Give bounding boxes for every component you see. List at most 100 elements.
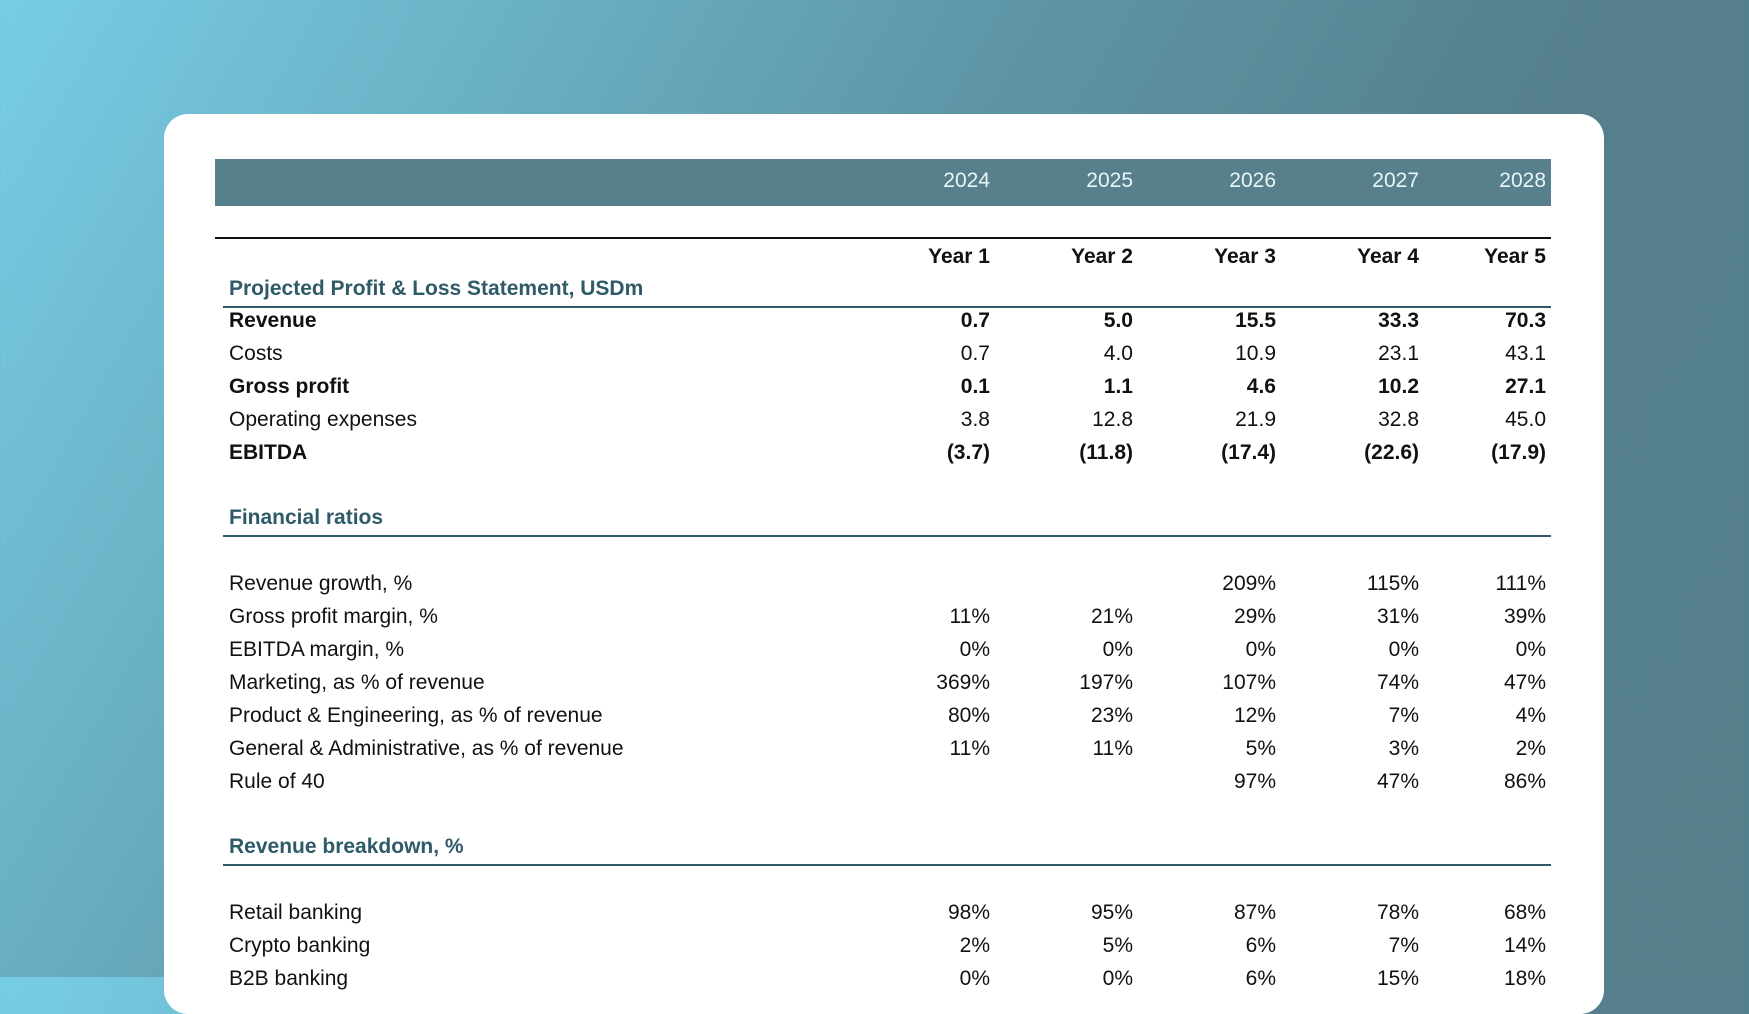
row-label: Operating expenses [229, 408, 417, 431]
cell: 45.0 [1505, 408, 1546, 431]
cell: 12.8 [1092, 408, 1133, 431]
cell: 7% [1388, 704, 1419, 727]
cell: 6% [1245, 934, 1276, 957]
cell: 15.5 [1235, 309, 1276, 332]
statement-card: 2024 2025 2026 2027 2028 Year 1 Year 2 Y… [164, 114, 1604, 1014]
cell: 14% [1503, 934, 1546, 957]
cell: 29% [1233, 605, 1276, 628]
cell: 6% [1245, 967, 1276, 990]
cell: 74% [1376, 671, 1419, 694]
cell: 10.2 [1378, 375, 1419, 398]
table-row: Revenue growth, % 209% 115% 111% [215, 572, 1551, 602]
cell: 1.1 [1103, 375, 1133, 398]
cell: 5.0 [1103, 309, 1133, 332]
breakdown-section-rule [223, 864, 1551, 866]
cell: 3.8 [960, 408, 990, 431]
cell: 18% [1503, 967, 1546, 990]
cell: 107% [1222, 671, 1276, 694]
period-4: Year 4 [1357, 245, 1419, 268]
cell: 0% [959, 967, 990, 990]
year-2026: 2026 [1229, 169, 1276, 192]
cell: (22.6) [1364, 441, 1419, 464]
ratios-section-title: Financial ratios [229, 506, 384, 529]
cell: 4.0 [1103, 342, 1133, 365]
cell: 15% [1376, 967, 1419, 990]
cell: (17.4) [1221, 441, 1276, 464]
cell: 39% [1503, 605, 1546, 628]
cell: 47% [1503, 671, 1546, 694]
row-label: Revenue [229, 309, 317, 332]
year-2028: 2028 [1499, 169, 1546, 192]
cell: (17.9) [1491, 441, 1546, 464]
cell: 4.6 [1246, 375, 1276, 398]
cell: 0% [1102, 967, 1133, 990]
year-header-row: 2024 2025 2026 2027 2028 [215, 159, 1551, 206]
cell: 11% [949, 605, 990, 628]
table-row: Costs 0.7 4.0 10.9 23.1 43.1 [215, 342, 1551, 372]
cell: 5% [1102, 934, 1133, 957]
breakdown-section-title: Revenue breakdown, % [229, 835, 464, 858]
table-row: Rule of 40 97% 47% 86% [215, 770, 1551, 800]
table-row: EBITDA margin, % 0% 0% 0% 0% 0% [215, 638, 1551, 668]
row-label: Marketing, as % of revenue [229, 671, 485, 694]
table-row: Operating expenses 3.8 12.8 21.9 32.8 45… [215, 408, 1551, 438]
cell: 21% [1090, 605, 1133, 628]
financial-table: 2024 2025 2026 2027 2028 Year 1 Year 2 Y… [215, 159, 1551, 990]
table-row: Product & Engineering, as % of revenue 8… [215, 704, 1551, 734]
row-label: Rule of 40 [229, 770, 325, 793]
cell: 23% [1090, 704, 1133, 727]
period-3: Year 3 [1214, 245, 1276, 268]
cell: 43.1 [1505, 342, 1546, 365]
cell: 0% [1245, 638, 1276, 661]
cell: 97% [1233, 770, 1276, 793]
cell: 0% [1102, 638, 1133, 661]
cell: 115% [1366, 572, 1419, 595]
cell: 209% [1222, 572, 1276, 595]
cell: 87% [1233, 901, 1276, 924]
cell: 33.3 [1378, 309, 1419, 332]
table-row: Revenue 0.7 5.0 15.5 33.3 70.3 [215, 309, 1551, 339]
cell: 31% [1376, 605, 1419, 628]
row-label: Costs [229, 342, 283, 365]
cell: 197% [1079, 671, 1133, 694]
year-2025: 2025 [1086, 169, 1133, 192]
cell: 0.7 [960, 342, 990, 365]
cell: 11% [1092, 737, 1133, 760]
cell: 70.3 [1505, 309, 1546, 332]
cell: 78% [1376, 901, 1419, 924]
table-row: Gross profit 0.1 1.1 4.6 10.2 27.1 [215, 375, 1551, 405]
cell: 7% [1388, 934, 1419, 957]
cell: 0% [1388, 638, 1419, 661]
year-2027: 2027 [1372, 169, 1419, 192]
row-label: Gross profit [229, 375, 350, 398]
year-2024: 2024 [943, 169, 990, 192]
period-1: Year 1 [928, 245, 990, 268]
cell: 10.9 [1235, 342, 1276, 365]
row-label: Revenue growth, % [229, 572, 413, 595]
table-row: Crypto banking 2% 5% 6% 7% 14% [215, 934, 1551, 964]
cell: 111% [1495, 572, 1546, 595]
cell: 68% [1503, 901, 1546, 924]
cell: 27.1 [1505, 375, 1546, 398]
cell: 0% [1515, 638, 1546, 661]
table-row: B2B banking 0% 0% 6% 15% 18% [215, 967, 1551, 997]
pnl-section-title: Projected Profit & Loss Statement, USDm [229, 277, 644, 300]
cell: 5% [1245, 737, 1276, 760]
cell: 12% [1233, 704, 1276, 727]
row-label: Product & Engineering, as % of revenue [229, 704, 603, 727]
cell: 2% [959, 934, 990, 957]
cell: 80% [947, 704, 990, 727]
cell: 86% [1503, 770, 1546, 793]
cell: (3.7) [946, 441, 990, 464]
table-row: Marketing, as % of revenue 369% 197% 107… [215, 671, 1551, 701]
cell: 3% [1388, 737, 1419, 760]
period-5: Year 5 [1484, 245, 1546, 268]
cell: 0% [959, 638, 990, 661]
row-label: B2B banking [229, 967, 349, 990]
cell: 4% [1515, 704, 1546, 727]
cell: 2% [1515, 737, 1546, 760]
top-rule [215, 237, 1551, 239]
cell: 95% [1090, 901, 1133, 924]
cell: (11.8) [1079, 441, 1133, 464]
ratios-section-rule [223, 535, 1551, 537]
